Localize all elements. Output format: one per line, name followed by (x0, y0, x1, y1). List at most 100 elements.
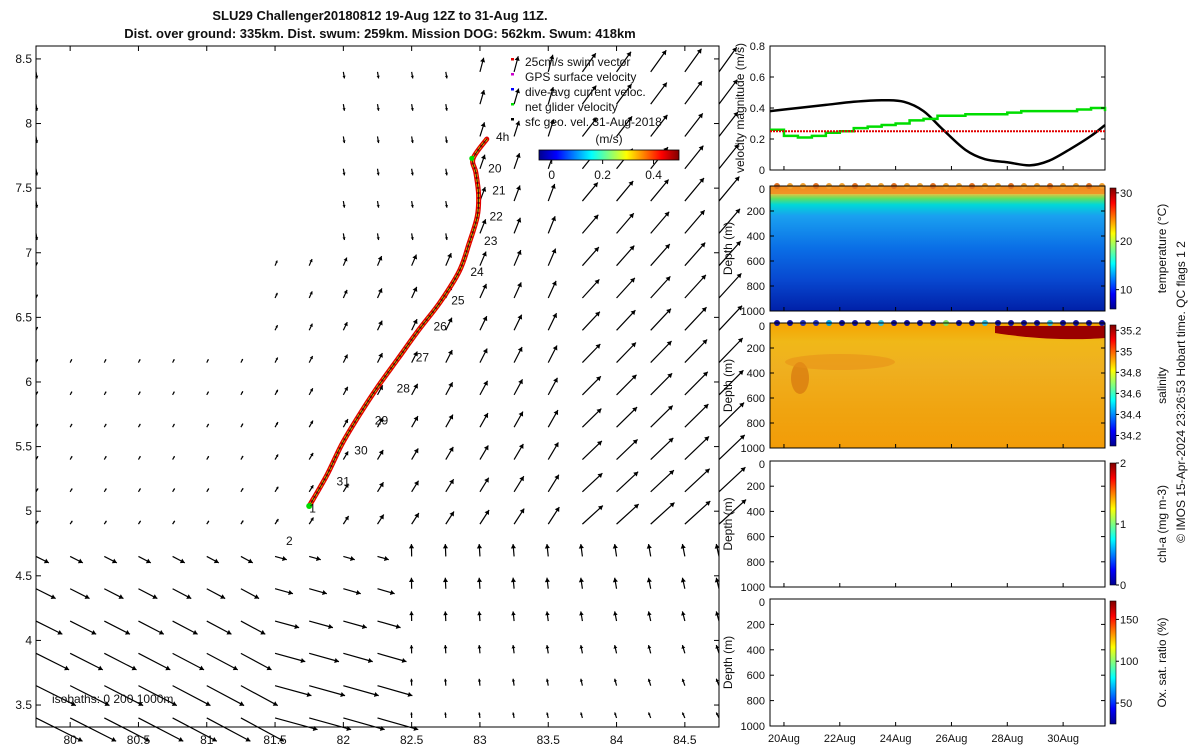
vector-arrow (479, 89, 486, 105)
vector-arrow (104, 555, 118, 564)
vector-arrow (545, 611, 550, 622)
vector-arrow (240, 358, 244, 363)
vector-arrow (240, 588, 260, 600)
oxygen-colorbar-tick-label: 100 (1120, 656, 1138, 668)
vector-arrow (206, 652, 239, 671)
vector-arrow (544, 543, 550, 557)
vector-arrow (581, 343, 601, 364)
vector-arrow (343, 555, 355, 561)
vector-arrow (411, 383, 419, 396)
vector-arrow (578, 577, 584, 589)
vector-arrow (342, 386, 349, 396)
vector-arrow (308, 258, 313, 266)
map-colorbar-label: (m/s) (595, 132, 622, 146)
vector-arrow (309, 717, 352, 731)
vector-arrow (513, 282, 522, 299)
vector-arrow (614, 712, 618, 719)
vector-arrow (650, 372, 673, 396)
vector-arrow (684, 435, 710, 460)
vector-arrow (240, 487, 244, 493)
map-x-tick-label: 83.5 (537, 733, 561, 747)
map-y-tick-label: 4.5 (15, 569, 32, 583)
depth-y-tick-label: 1000 (741, 306, 765, 318)
vector-arrow (650, 437, 674, 460)
vector-arrow (240, 520, 244, 525)
isobaths-label: isobaths: 0 200 1000m (52, 692, 173, 706)
vector-arrow (647, 678, 652, 686)
day-label: 29 (375, 414, 389, 428)
salinity-low-anomaly (791, 362, 809, 394)
chla-colorbar-tick-label: 1 (1120, 519, 1126, 531)
vector-arrow (718, 499, 747, 525)
vector-arrow (411, 448, 419, 460)
salinity-axes-box (769, 322, 1106, 449)
vector-arrow (581, 375, 602, 396)
map-x-tick-label: 82 (337, 733, 351, 747)
oxygen-colorbar (1109, 600, 1117, 725)
vector-arrow (443, 611, 448, 622)
vector-arrow (479, 251, 487, 266)
vector-arrow (479, 315, 488, 331)
vector-arrow (579, 611, 584, 622)
vector-arrow (69, 555, 84, 564)
map-colorbar: (m/s) 0 0.2 0.4 (538, 132, 680, 182)
vector-arrow (650, 502, 675, 525)
vector-arrow (681, 678, 686, 686)
vector-arrow (547, 216, 556, 234)
vector-arrow (616, 342, 637, 364)
vector-arrow (35, 488, 39, 493)
legend-label: sfc geo. vel. 31-Aug-2018 (525, 115, 662, 129)
vector-arrow (715, 611, 720, 622)
vector-arrow (579, 644, 584, 654)
vector-arrow (444, 168, 449, 176)
vector-arrow (206, 358, 209, 363)
vector-arrow (69, 423, 73, 428)
map-colorbar-tick-label: 0.2 (594, 168, 611, 182)
vector-arrow (613, 611, 618, 622)
vector-arrow (684, 500, 711, 525)
vector-arrow (240, 685, 279, 707)
vector-arrow (684, 371, 709, 396)
date-tick-label: 22Aug (824, 733, 856, 745)
vector-arrow (647, 644, 652, 654)
vector-arrow (35, 555, 50, 564)
temperature-colorbar-tick-label: 10 (1120, 285, 1132, 297)
day-label: 31 (337, 474, 351, 488)
vector-arrow (377, 588, 395, 595)
salinity-surface-high (995, 326, 1105, 340)
vector-arrow (35, 326, 39, 331)
vector-arrow (547, 119, 555, 137)
vector-arrow (172, 588, 192, 600)
vector-arrow (409, 678, 414, 686)
vector-arrow (376, 168, 380, 176)
vector-arrow (137, 520, 142, 525)
day-label: 22 (490, 209, 504, 223)
map-y-tick-label: 8 (25, 117, 32, 131)
map-y-tick-label: 7 (25, 246, 32, 260)
vector-arrow (342, 200, 346, 208)
vector-arrow (308, 484, 314, 493)
map-y-tick-label: 4 (25, 633, 32, 647)
vector-arrow (274, 620, 300, 629)
vector-arrow (547, 442, 559, 460)
depth-y-tick-label: 800 (747, 696, 765, 708)
vector-arrow (616, 471, 639, 493)
depth-y-tick-label: 1000 (741, 443, 765, 455)
depth-y-tick-label: 200 (747, 481, 765, 493)
track-end-marker (306, 503, 313, 510)
chla-colorbar (1109, 462, 1117, 586)
depth-y-tick-label: 400 (747, 506, 765, 518)
vector-arrow (308, 387, 314, 396)
vector-arrow (479, 509, 490, 525)
vector-arrow (308, 452, 314, 460)
vector-arrow (442, 544, 449, 557)
track-core (308, 138, 488, 507)
depth-y-tick-label: 200 (747, 206, 765, 218)
vector-arrow (172, 717, 218, 742)
day-label: 30 (354, 443, 368, 457)
map-x-ticks: 80 80.5 81 81.5 82 82.5 83 83.5 84 84.5 (63, 46, 697, 747)
salinity-colorbar-label: salinity (1155, 367, 1169, 404)
salinity-layer-anomaly (785, 354, 895, 370)
vector-arrow (172, 685, 211, 707)
